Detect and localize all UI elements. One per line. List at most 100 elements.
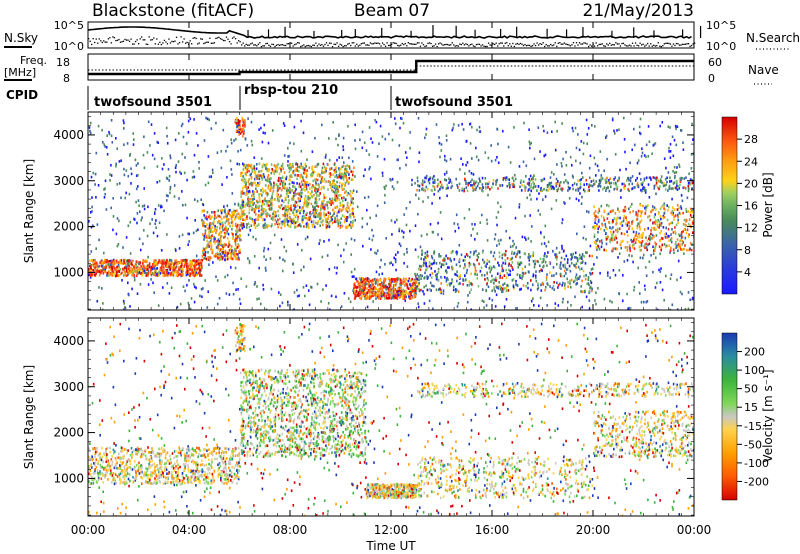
power-cell <box>236 129 239 133</box>
power-cell <box>281 184 284 187</box>
power-cell <box>202 233 204 236</box>
power-cell <box>405 278 407 281</box>
power-cell <box>626 292 628 296</box>
power-cell <box>369 166 371 169</box>
power-cell <box>264 184 267 187</box>
power-cell <box>325 225 328 229</box>
power-cell <box>323 211 325 215</box>
power-cell <box>660 175 663 178</box>
power-cell <box>215 253 217 256</box>
power-cell <box>176 262 178 266</box>
power-cell <box>394 288 397 291</box>
power-cell <box>509 185 511 189</box>
nsearch-point <box>451 42 453 44</box>
power-cell <box>210 248 212 251</box>
power-cell <box>187 131 190 134</box>
power-cell <box>243 181 246 184</box>
nsearch-point <box>154 43 156 45</box>
power-cell <box>231 248 233 252</box>
nsearch-point <box>171 40 173 43</box>
power-cell <box>137 269 140 272</box>
power-cell <box>266 175 269 179</box>
power-cell <box>145 260 147 264</box>
power-cell <box>226 217 228 221</box>
power-cell <box>406 156 408 159</box>
power-cell <box>239 124 241 127</box>
power-cell <box>193 269 196 272</box>
power-cell <box>342 164 345 168</box>
power-cell <box>289 165 291 168</box>
power-cell <box>547 184 550 187</box>
power-cell <box>379 287 382 291</box>
power-cell <box>339 194 342 197</box>
power-cell <box>597 169 600 172</box>
power-cell <box>391 233 393 236</box>
power-cell <box>234 202 236 206</box>
power-cell <box>188 279 190 282</box>
power-cell <box>529 143 531 146</box>
nsearch-point <box>694 42 696 44</box>
power-cell <box>283 124 286 127</box>
power-cell <box>114 271 116 274</box>
nsearch-label: N.Search <box>746 31 800 45</box>
power-cell <box>499 274 502 277</box>
power-cell <box>225 149 227 153</box>
power-cell <box>409 131 411 134</box>
power-cell <box>682 148 685 151</box>
power-cell <box>200 273 203 277</box>
nsearch-point <box>244 45 246 47</box>
power-cell <box>607 274 609 277</box>
power-cell <box>130 172 133 176</box>
power-cell <box>232 253 235 256</box>
power-cell <box>262 173 265 176</box>
power-cell <box>227 252 229 255</box>
power-cell <box>312 205 314 208</box>
nsearch-point <box>359 44 361 46</box>
nsearch-point <box>651 45 653 47</box>
power-cell <box>267 201 269 204</box>
nsearch-point <box>501 42 503 44</box>
power-cell <box>240 192 242 195</box>
power-cell <box>208 236 211 239</box>
power-cell <box>679 290 682 294</box>
power-cell <box>275 220 278 224</box>
power-cell <box>389 262 391 265</box>
power-cell <box>151 153 154 157</box>
nsearch-point <box>89 40 91 42</box>
nsearch-point <box>197 43 199 45</box>
power-cell <box>465 140 468 143</box>
nsearch-point <box>504 42 506 44</box>
power-cell <box>115 137 117 140</box>
nsearch-point <box>428 42 431 44</box>
power-cell <box>135 164 138 167</box>
power-cell <box>230 221 233 224</box>
nsearch-point <box>150 39 152 41</box>
power-cell <box>567 181 569 185</box>
nsearch-point <box>251 42 253 44</box>
power-cell <box>174 268 177 271</box>
power-cell <box>278 166 281 170</box>
power-cell <box>141 267 144 271</box>
power-cell <box>107 272 109 275</box>
nsearch-point <box>389 44 391 47</box>
power-cell <box>680 129 682 132</box>
power-cell <box>317 162 320 166</box>
power-cell <box>432 307 434 310</box>
power-cell <box>335 196 338 199</box>
nsearch-point <box>544 45 546 48</box>
power-cell <box>169 185 172 189</box>
power-cell <box>166 272 169 276</box>
power-cell <box>495 216 498 219</box>
power-cell <box>676 308 679 310</box>
power-cell <box>266 169 269 172</box>
power-cell <box>345 168 348 171</box>
power-cell <box>215 275 217 278</box>
power-cell <box>231 173 233 176</box>
power-cell <box>245 216 247 220</box>
power-cell <box>319 208 322 211</box>
power-cell <box>453 222 456 225</box>
power-cell <box>410 291 413 295</box>
power-cell <box>314 215 317 219</box>
nsearch-point <box>550 43 552 46</box>
power-cell <box>351 275 354 278</box>
